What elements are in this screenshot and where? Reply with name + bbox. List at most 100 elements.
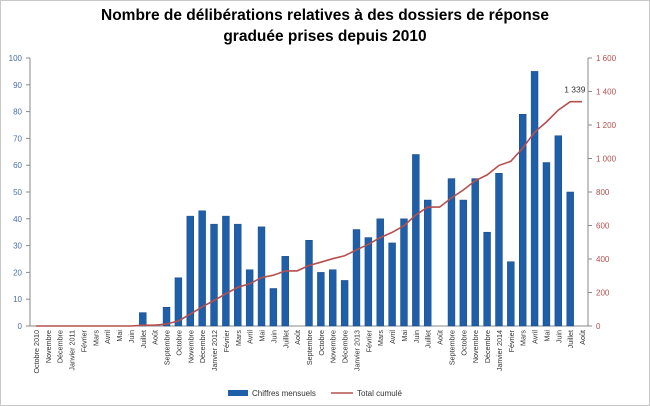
x-tick-label: Août [578, 330, 587, 345]
x-tick-label: Juillet [424, 330, 433, 348]
cumulative-line [35, 100, 583, 327]
x-tick-label: Janvier 2014 [495, 330, 504, 371]
y-left-tick-label: 0 [18, 322, 23, 331]
x-tick-label: Septembre [305, 330, 314, 365]
y-left-tick-label: 100 [9, 54, 23, 63]
bar [376, 218, 384, 327]
x-tick-label: Octobre [317, 330, 326, 356]
y-right-tick-label: 1 400 [596, 88, 617, 97]
x-tick-label: Mai [115, 330, 124, 342]
y-right-tick-label: 800 [596, 188, 610, 197]
x-tick-label: Juin [269, 330, 278, 343]
y-left-tick-label: 70 [13, 134, 22, 143]
bar [139, 312, 147, 327]
legend-label-bars: Chiffres mensuels [252, 389, 316, 398]
x-tick-label: Juillet [281, 330, 290, 348]
x-tick-label: Mars [376, 330, 385, 346]
bar [495, 172, 503, 327]
bar [234, 223, 242, 327]
y-right-tick-label: 600 [596, 222, 610, 231]
x-tick-label: Novembre [329, 330, 338, 363]
y-left-tick-label: 50 [13, 188, 22, 197]
bar [329, 269, 337, 327]
y-left-tick-label: 20 [13, 268, 22, 277]
x-tick-label: Mars [519, 330, 528, 346]
x-tick-label: Septembre [447, 330, 456, 365]
y-left-tick-label: 10 [13, 295, 22, 304]
bar [566, 191, 574, 327]
bar [412, 154, 420, 327]
x-tick-label: Janvier 2011 [68, 330, 77, 371]
x-tick-label: Février [364, 329, 373, 352]
bar [186, 215, 194, 327]
x-tick-label: Avril [246, 330, 255, 344]
x-tick-label: Avril [531, 330, 540, 344]
y-left-tick-label: 80 [13, 108, 22, 117]
bar [459, 199, 468, 327]
bar [519, 114, 527, 327]
x-tick-label: Novembre [44, 330, 53, 363]
x-tick-label: Juin [412, 330, 421, 343]
x-tick-label: Juin [127, 330, 136, 343]
y-right-tick-label: 200 [596, 289, 610, 298]
x-tick-label: Septembre [163, 330, 172, 365]
bar [364, 237, 373, 327]
bar [162, 306, 171, 327]
legend-label-line: Total cumulé [357, 389, 402, 398]
x-tick-label: Juin [554, 330, 563, 343]
x-tick-label: Décembre [56, 330, 65, 363]
x-tick-label: Mars [91, 330, 100, 346]
y-right-tick-label: 1 200 [596, 121, 617, 130]
x-tick-labels: Octobre 2010 Novembre Décembre Janvier 2011… [32, 329, 587, 373]
chart-title-line-1: Nombre de délibérations relatives à des … [101, 7, 549, 24]
legend-swatch-bars [228, 390, 248, 396]
bar [281, 256, 289, 327]
x-tick-label: Juillet [566, 330, 575, 348]
bar [424, 199, 432, 327]
bar [340, 280, 349, 327]
bar [317, 272, 325, 327]
y-right-tick-label: 1 000 [596, 155, 617, 164]
x-tick-label: Décembre [198, 330, 207, 363]
x-tick-label: Juillet [139, 330, 148, 348]
y-left-tick-label: 40 [13, 215, 22, 224]
bar [305, 239, 313, 327]
bars-layer [139, 71, 574, 327]
x-tick-label: Avril [388, 330, 397, 344]
x-tick-label: Octobre [174, 330, 183, 356]
x-tick-label: Janvier 2013 [352, 330, 361, 371]
bar [542, 162, 551, 327]
x-tick-label: Novembre [186, 330, 195, 363]
x-tick-label: Janvier 2012 [210, 330, 219, 371]
legend: Chiffres mensuels Total cumulé [228, 389, 402, 398]
x-tick-label: Décembre [483, 330, 492, 363]
bar [530, 71, 539, 327]
y-left-tick-label: 60 [13, 161, 22, 170]
x-tick-label: Février [507, 329, 516, 352]
x-tick-label: Octobre [459, 330, 468, 356]
bar [471, 178, 479, 327]
bar [245, 269, 254, 327]
x-tick-label: Mai [400, 330, 409, 342]
bar [352, 229, 361, 327]
x-tick-label: Avril [103, 330, 112, 344]
x-tick-label: Décembre [341, 330, 350, 363]
line-layer: 1 339 [35, 85, 586, 327]
bar [222, 215, 230, 327]
y-right-tick-label: 400 [596, 255, 610, 264]
y-left-tick-label: 90 [13, 81, 22, 90]
x-tick-label: Novembre [471, 330, 480, 363]
x-tick-label: Mars [234, 330, 243, 346]
bar [507, 261, 515, 327]
bar [447, 178, 456, 327]
x-tick-label: Octobre 2010 [32, 330, 41, 374]
bar [400, 218, 408, 327]
x-tick-label: Février [222, 329, 231, 352]
bar [269, 288, 278, 327]
bar [198, 210, 206, 327]
bar [210, 223, 218, 327]
y-right-tick-label: 1 600 [596, 54, 617, 63]
y-left-tick-label: 30 [13, 242, 22, 251]
